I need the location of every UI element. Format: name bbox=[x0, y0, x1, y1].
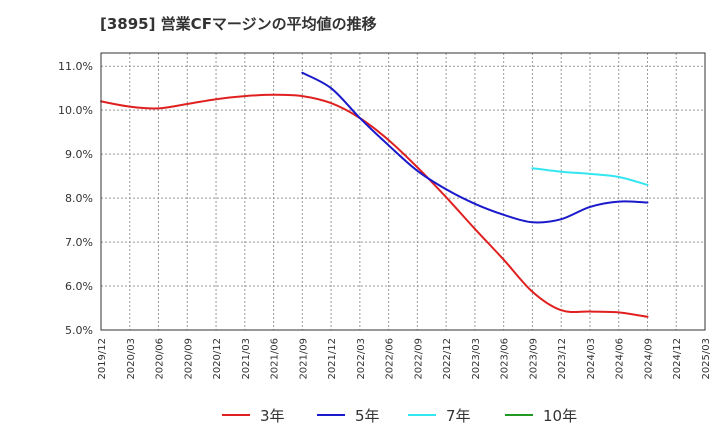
x-tick-label: 2022/09 bbox=[413, 338, 424, 380]
y-tick-label: 8.0% bbox=[65, 192, 93, 205]
legend-label: 3年 bbox=[260, 406, 285, 425]
legend-item: 7年 bbox=[408, 402, 471, 428]
series-line-5年 bbox=[301, 71, 649, 224]
y-tick-label: 5.0% bbox=[65, 324, 93, 337]
chart-legend: 3年 5年 7年 10年 bbox=[0, 402, 720, 428]
series-line-7年 bbox=[531, 167, 649, 186]
x-tick-label: 2024/03 bbox=[586, 338, 597, 380]
x-tick-label: 2025/03 bbox=[701, 338, 712, 380]
x-tick-label: 2024/12 bbox=[672, 338, 683, 380]
legend-swatch bbox=[222, 414, 250, 416]
x-tick-label: 2023/03 bbox=[471, 338, 482, 380]
x-tick-label: 2022/12 bbox=[442, 338, 453, 380]
x-tick-label: 2020/03 bbox=[126, 338, 137, 380]
y-tick-label: 7.0% bbox=[65, 236, 93, 249]
y-tick-label: 9.0% bbox=[65, 148, 93, 161]
legend-swatch bbox=[317, 414, 345, 416]
x-tick-label: 2020/06 bbox=[155, 338, 166, 380]
y-tick-label: 10.0% bbox=[58, 104, 93, 117]
x-tick-label: 2020/12 bbox=[212, 338, 223, 380]
plot-frame bbox=[100, 52, 706, 331]
legend-swatch bbox=[408, 414, 436, 416]
y-tick-label: 11.0% bbox=[58, 60, 93, 73]
series-line-3年 bbox=[100, 93, 649, 318]
y-axis-ticks: 5.0% 6.0% 7.0% 8.0% 9.0% 10.0% 11.0% bbox=[58, 60, 93, 337]
x-tick-label: 2020/09 bbox=[183, 338, 194, 380]
x-tick-label: 2024/09 bbox=[643, 338, 654, 380]
x-tick-label: 2021/09 bbox=[298, 338, 309, 380]
x-tick-label: 2023/09 bbox=[528, 338, 539, 380]
x-tick-label: 2021/12 bbox=[327, 338, 338, 380]
legend-label: 10年 bbox=[543, 406, 578, 425]
legend-item: 10年 bbox=[505, 402, 577, 428]
legend-label: 7年 bbox=[446, 406, 471, 425]
plot-background bbox=[101, 53, 705, 330]
x-tick-label: 2023/06 bbox=[500, 338, 511, 380]
x-axis-ticks: 2019/12 2020/03 2020/06 2020/09 2020/12 2021/… bbox=[97, 338, 712, 380]
x-tick-label: 2024/06 bbox=[615, 338, 626, 380]
legend-item: 5年 bbox=[317, 402, 380, 428]
y-tick-label: 6.0% bbox=[65, 280, 93, 293]
x-tick-label: 2022/06 bbox=[385, 338, 396, 380]
legend-label: 5年 bbox=[355, 406, 380, 425]
legend-item: 3年 bbox=[222, 402, 285, 428]
series-lines bbox=[100, 71, 649, 318]
legend-swatch bbox=[505, 414, 533, 416]
x-tick-label: 2022/03 bbox=[356, 338, 367, 380]
chart-title: [3895] 営業CFマージンの平均値の推移 bbox=[100, 15, 377, 33]
x-tick-label: 2021/06 bbox=[270, 338, 281, 380]
x-tick-label: 2019/12 bbox=[97, 338, 108, 380]
x-tick-label: 2021/03 bbox=[241, 338, 252, 380]
x-tick-label: 2023/12 bbox=[557, 338, 568, 380]
